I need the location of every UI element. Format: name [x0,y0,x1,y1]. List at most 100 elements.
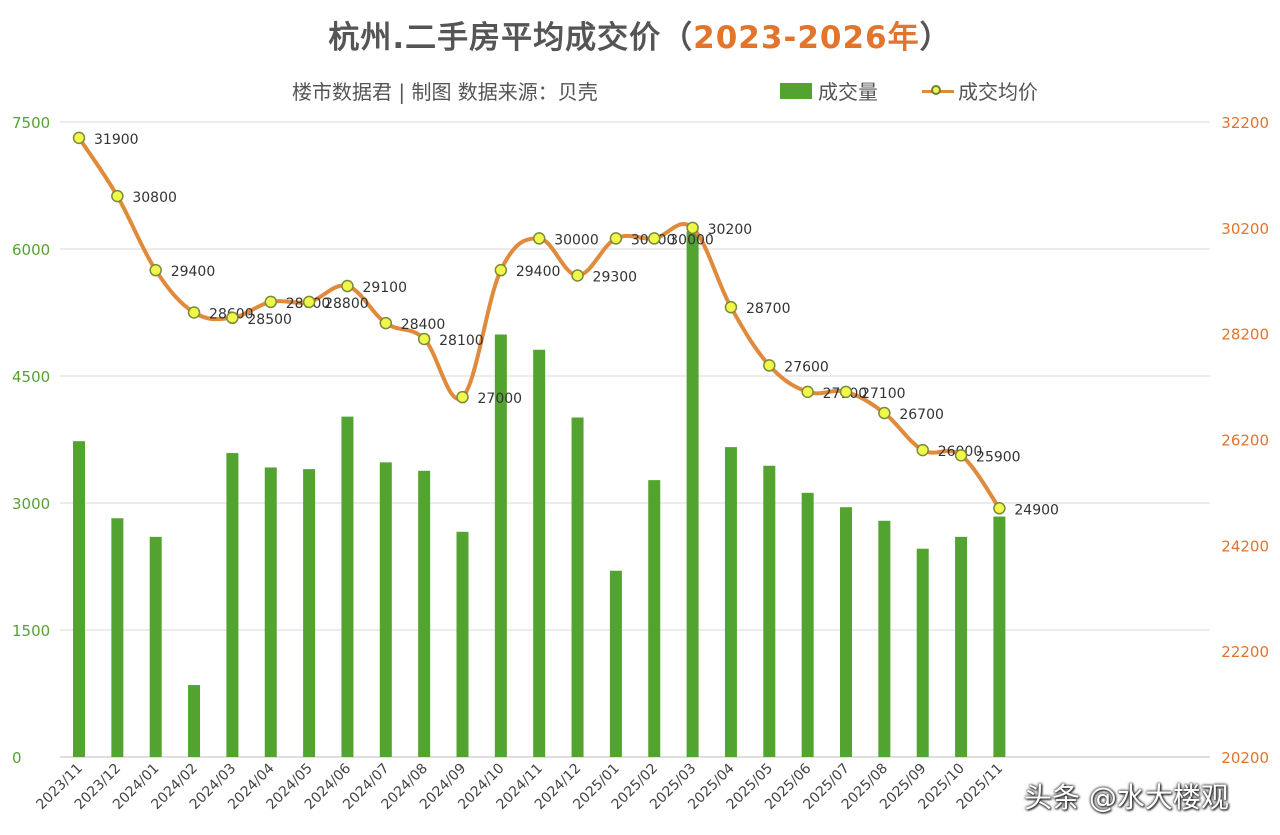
volume-bar [379,462,392,757]
price-data-label: 30000 [554,232,599,248]
price-data-label: 30000 [669,232,714,248]
price-marker [763,359,776,372]
volume-bar [801,492,814,757]
price-data-label: 31900 [94,132,139,148]
left-tick-label: 1500 [12,622,50,640]
left-axis: 0 1500 3000 4500 6000 7500 [12,114,50,767]
legend-item-volume: 成交量 [780,76,878,105]
price-data-label: 24900 [1014,502,1059,518]
price-marker [417,332,431,346]
x-axis: 2023/112023/122024/012024/022024/032024/… [33,760,1006,813]
watermark: 头条 @水大楼观 [1024,781,1229,814]
price-data-label: 28800 [324,296,369,312]
volume-bar [763,465,776,757]
title-highlight: 2023-2026年 [693,20,920,56]
price-data-label: 29400 [516,264,561,280]
volume-bar [111,518,124,757]
volume-bar [188,685,201,757]
legend-label-price: 成交均价 [958,80,1038,104]
price-marker [878,406,891,420]
price-data-label: 30200 [708,222,753,238]
left-tick-label: 3000 [12,495,50,513]
price-marker [571,269,584,282]
price-marker [302,295,316,309]
price-marker [648,232,661,245]
price-data-label: 30800 [132,190,177,206]
price-marker [72,131,86,145]
volume-bar [303,469,316,757]
price-marker [456,390,469,404]
right-tick-label: 32200 [1221,114,1269,132]
price-marker [686,221,699,235]
left-tick-label: 4500 [12,368,50,386]
price-marker [916,443,929,457]
bar-series [73,231,1006,758]
left-tick-label: 0 [12,749,22,767]
right-tick-label: 22200 [1221,643,1269,661]
right-tick-label: 26200 [1221,432,1269,450]
volume-bar [955,536,968,757]
right-tick-label: 24200 [1221,537,1269,555]
volume-bar [341,416,354,757]
volume-bar [840,507,852,757]
right-tick-label: 30200 [1221,220,1269,238]
price-marker [264,295,277,309]
volume-bar [993,516,1006,757]
price-marker [494,263,508,277]
volume-bar [571,417,584,757]
price-marker [724,300,738,314]
volume-bar [149,536,162,757]
price-data-label: 29100 [362,280,407,296]
price-marker [111,189,124,203]
volume-bar [494,334,507,757]
price-marker [609,232,623,245]
price-data-label: 28400 [401,317,446,333]
legend-bar-swatch [780,82,812,99]
volume-bar [916,548,929,757]
price-data-label: 28700 [746,301,791,317]
volume-bar [609,570,622,757]
title-end: ） [919,20,952,56]
legend-label-volume: 成交量 [818,80,878,104]
chart-title: 杭州.二手房平均成交价（2023-2026年） [0,12,1280,57]
volume-bar [724,447,737,757]
price-data-label: 27100 [861,386,906,402]
legend-line-swatch [922,83,954,99]
price-data-label: 26700 [899,407,944,423]
chart-legend: 成交量 成交均价 [780,76,1082,105]
price-marker [839,385,853,399]
left-tick-label: 6000 [12,241,50,259]
price-marker [993,502,1006,515]
volume-bar [264,467,277,757]
volume-bar [226,453,239,757]
right-tick-label: 20200 [1221,749,1269,767]
price-data-label: 28500 [247,312,292,328]
right-axis: 20200 22200 24200 26200 28200 30200 32200 [1221,114,1269,767]
volume-bar [456,531,469,757]
price-data-label: 27600 [784,359,829,375]
chart-subtitle: 楼市数据君 | 制图 数据来源：贝壳 [292,80,598,104]
right-tick-label: 28200 [1221,326,1269,344]
price-marker [379,316,393,330]
price-data-label: 25900 [976,449,1021,465]
price-data-label: 27000 [478,391,523,407]
legend-item-price: 成交均价 [922,76,1038,105]
volume-bar [533,349,546,757]
price-marker [341,279,354,293]
volume-bar [648,480,661,757]
price-marker [532,232,546,245]
volume-bar [686,231,699,758]
price-data-label: 29300 [593,269,638,285]
price-data-label: 28100 [439,333,484,349]
price-marker [187,306,201,319]
left-tick-label: 7500 [12,114,50,132]
volume-bar [418,470,431,757]
price-marker [226,311,239,325]
price-marker [149,263,162,277]
price-points: 3190030800294002860028500288002880029100… [72,131,1059,518]
volume-bar [878,520,891,757]
price-marker [801,385,814,399]
price-marker [954,449,968,462]
